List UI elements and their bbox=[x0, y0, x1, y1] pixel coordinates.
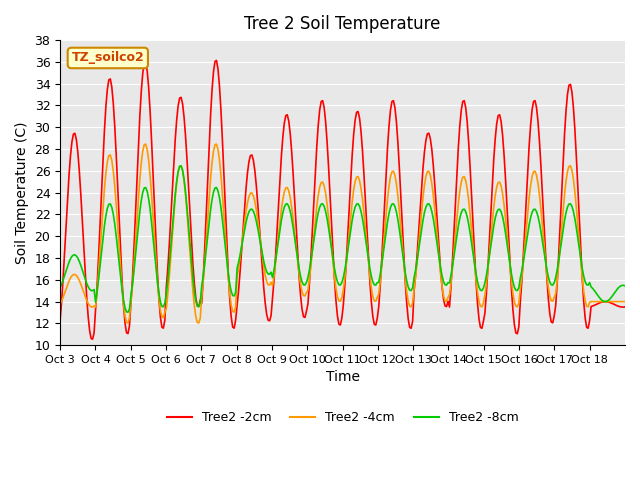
Tree2 -8cm bbox=[621, 283, 629, 288]
Tree2 -8cm bbox=[546, 279, 554, 285]
Tree2 -4cm bbox=[195, 320, 203, 326]
Tree2 -2cm bbox=[462, 105, 470, 110]
Tree2 -4cm bbox=[350, 187, 358, 193]
Tree2 -2cm bbox=[56, 317, 64, 323]
Tree2 -8cm bbox=[177, 163, 185, 168]
Tree2 -4cm bbox=[93, 289, 101, 295]
Tree2 -8cm bbox=[56, 285, 64, 290]
Tree2 -2cm bbox=[350, 132, 358, 138]
Tree2 -4cm bbox=[56, 301, 64, 307]
Tree2 -4cm bbox=[546, 293, 554, 299]
Tree2 -4cm bbox=[620, 299, 627, 304]
Tree2 -2cm bbox=[89, 336, 97, 342]
Line: Tree2 -2cm: Tree2 -2cm bbox=[60, 60, 625, 339]
Tree2 -4cm bbox=[621, 299, 629, 304]
Tree2 -4cm bbox=[462, 178, 470, 183]
Tree2 -8cm bbox=[76, 259, 83, 264]
Tree2 -2cm bbox=[76, 168, 83, 174]
Tree2 -8cm bbox=[462, 209, 470, 215]
Tree2 -2cm bbox=[212, 58, 220, 63]
Tree2 -2cm bbox=[620, 304, 627, 310]
Tree2 -2cm bbox=[546, 311, 554, 317]
Legend: Tree2 -2cm, Tree2 -4cm, Tree2 -8cm: Tree2 -2cm, Tree2 -4cm, Tree2 -8cm bbox=[162, 407, 524, 430]
Y-axis label: Soil Temperature (C): Soil Temperature (C) bbox=[15, 121, 29, 264]
Tree2 -4cm bbox=[76, 277, 83, 283]
Tree2 -2cm bbox=[621, 304, 629, 310]
X-axis label: Time: Time bbox=[326, 371, 360, 384]
Tree2 -2cm bbox=[95, 255, 102, 261]
Tree2 -4cm bbox=[212, 141, 220, 147]
Tree2 -8cm bbox=[124, 309, 132, 315]
Line: Tree2 -8cm: Tree2 -8cm bbox=[60, 166, 625, 312]
Tree2 -8cm bbox=[350, 210, 358, 216]
Title: Tree 2 Soil Temperature: Tree 2 Soil Temperature bbox=[244, 15, 441, 33]
Tree2 -8cm bbox=[93, 289, 101, 295]
Tree2 -8cm bbox=[620, 282, 627, 288]
Line: Tree2 -4cm: Tree2 -4cm bbox=[60, 144, 625, 323]
Text: TZ_soilco2: TZ_soilco2 bbox=[72, 51, 144, 64]
